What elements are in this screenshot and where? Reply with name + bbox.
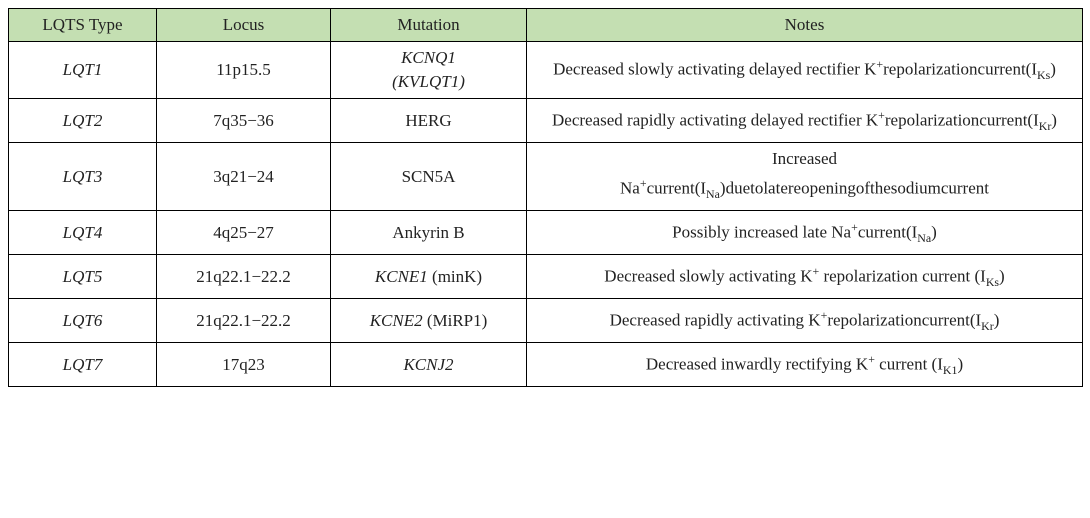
cell-type: LQT4 bbox=[9, 211, 157, 255]
cell-notes: Decreased slowly activating K+ repolariz… bbox=[527, 255, 1083, 299]
cell-mutation: KCNE2 (MiRP1) bbox=[331, 299, 527, 343]
table-row: LQT621q22.1−22.2KCNE2 (MiRP1)Decreased r… bbox=[9, 299, 1083, 343]
table-row: LQT111p15.5KCNQ1(KVLQT1)Decreased slowly… bbox=[9, 42, 1083, 99]
cell-notes: Decreased rapidly activating K+repolariz… bbox=[527, 299, 1083, 343]
cell-type: LQT5 bbox=[9, 255, 157, 299]
cell-type: LQT7 bbox=[9, 343, 157, 387]
lqts-table: LQTS Type Locus Mutation Notes LQT111p15… bbox=[8, 8, 1083, 387]
cell-type: LQT6 bbox=[9, 299, 157, 343]
cell-type: LQT1 bbox=[9, 42, 157, 99]
cell-mutation: SCN5A bbox=[331, 143, 527, 211]
cell-locus: 3q21−24 bbox=[157, 143, 331, 211]
table-row: LQT33q21−24SCN5AIncreasedNa+current(INa)… bbox=[9, 143, 1083, 211]
table-row: LQT521q22.1−22.2KCNE1 (minK)Decreased sl… bbox=[9, 255, 1083, 299]
col-header-mutation: Mutation bbox=[331, 9, 527, 42]
cell-locus: 11p15.5 bbox=[157, 42, 331, 99]
cell-mutation: KCNQ1(KVLQT1) bbox=[331, 42, 527, 99]
cell-notes: Decreased slowly activating delayed rect… bbox=[527, 42, 1083, 99]
col-header-notes: Notes bbox=[527, 9, 1083, 42]
col-header-locus: Locus bbox=[157, 9, 331, 42]
table-body: LQT111p15.5KCNQ1(KVLQT1)Decreased slowly… bbox=[9, 42, 1083, 387]
cell-locus: 21q22.1−22.2 bbox=[157, 299, 331, 343]
col-header-type: LQTS Type bbox=[9, 9, 157, 42]
cell-locus: 21q22.1−22.2 bbox=[157, 255, 331, 299]
cell-mutation: Ankyrin B bbox=[331, 211, 527, 255]
cell-notes: Decreased inwardly rectifying K+ current… bbox=[527, 343, 1083, 387]
cell-mutation: KCNE1 (minK) bbox=[331, 255, 527, 299]
cell-mutation: HERG bbox=[331, 99, 527, 143]
cell-locus: 17q23 bbox=[157, 343, 331, 387]
cell-mutation: KCNJ2 bbox=[331, 343, 527, 387]
cell-notes: Decreased rapidly activating delayed rec… bbox=[527, 99, 1083, 143]
table-row: LQT27q35−36HERGDecreased rapidly activat… bbox=[9, 99, 1083, 143]
table-header-row: LQTS Type Locus Mutation Notes bbox=[9, 9, 1083, 42]
cell-type: LQT2 bbox=[9, 99, 157, 143]
cell-locus: 4q25−27 bbox=[157, 211, 331, 255]
table-row: LQT717q23KCNJ2Decreased inwardly rectify… bbox=[9, 343, 1083, 387]
cell-type: LQT3 bbox=[9, 143, 157, 211]
cell-notes: Possibly increased late Na+current(INa) bbox=[527, 211, 1083, 255]
table-row: LQT44q25−27Ankyrin BPossibly increased l… bbox=[9, 211, 1083, 255]
cell-locus: 7q35−36 bbox=[157, 99, 331, 143]
cell-notes: IncreasedNa+current(INa)duetolatereopeni… bbox=[527, 143, 1083, 211]
